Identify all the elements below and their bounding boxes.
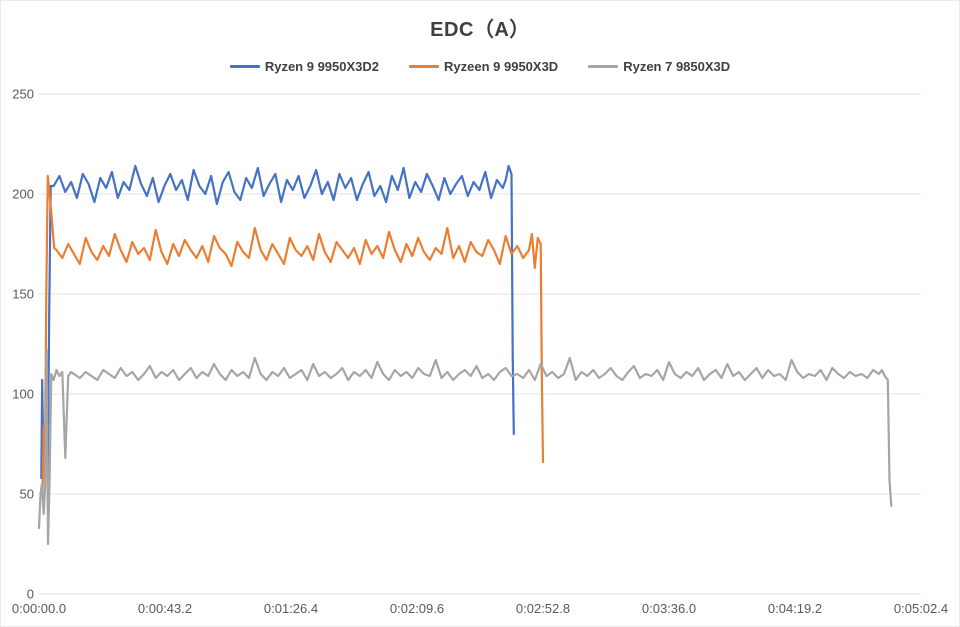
legend-item-ryzeen-9-9950x3d: Ryzeen 9 9950X3D [409, 59, 558, 74]
y-tick-label: 200 [12, 187, 34, 202]
x-tick-label: 0:03:36.0 [642, 601, 696, 616]
legend-item-ryzen-9-9950x3d2: Ryzen 9 9950X3D2 [229, 58, 380, 74]
y-tick-label: 150 [12, 287, 34, 302]
legend-line-swatch [229, 64, 260, 68]
series-line-ryzeen-9-9950x3d [41, 174, 545, 496]
legend-item-ryzen-7-9850x3d: Ryzen 7 9850X3D [588, 59, 730, 74]
y-tick-label: 100 [12, 387, 34, 402]
chart-legend: Ryzen 9 9950X3D2 Ryzeen 9 9950X3D Ryzen 7 … [1, 57, 959, 75]
y-tick-label: 250 [12, 87, 34, 102]
y-tick-label: 50 [20, 487, 34, 502]
legend-line-swatch [409, 64, 440, 68]
x-tick-label: 0:00:43.2 [138, 601, 192, 616]
y-tick-label: 0 [27, 587, 34, 602]
x-tick-label: 0:02:09.6 [390, 601, 444, 616]
x-tick-label: 0:04:19.2 [768, 601, 822, 616]
legend-label: Ryzen 7 9850X3D [623, 58, 731, 74]
series-line-ryzen-9-9950x3d2 [40, 164, 515, 480]
legend-line-swatch [588, 64, 619, 68]
x-tick-label: 0:02:52.8 [516, 601, 570, 616]
series-line-ryzen-7-9850x3d [37, 348, 893, 546]
x-tick-label: 0:00:00.0 [12, 601, 66, 616]
chart-title: EDC（A） [430, 19, 530, 41]
legend-label: Ryzen 9 9950X3D2 [264, 58, 380, 74]
x-tick-label: 0:05:02.4 [894, 601, 948, 616]
legend-label: Ryzeen 9 9950X3D [444, 58, 559, 74]
x-tick-label: 0:01:26.4 [264, 601, 318, 616]
